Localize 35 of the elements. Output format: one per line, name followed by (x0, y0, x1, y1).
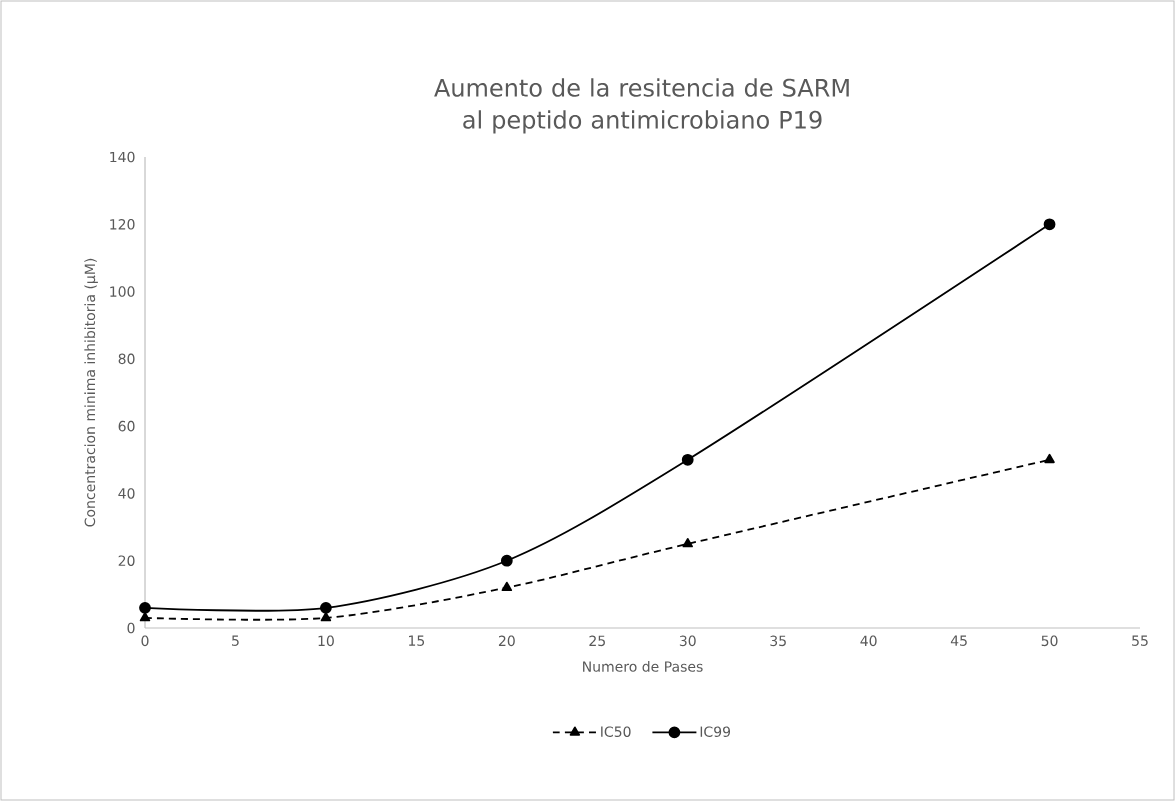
x-tick-label: 5 (232, 635, 239, 646)
y-axis-title: Concentracion minima inhibitoria (µM) (84, 258, 98, 527)
point (500, 554, 513, 567)
y-tick-label: 80 (118, 353, 135, 365)
x-tick-label: 40 (860, 635, 877, 647)
x-tick-label: 25 (589, 635, 605, 647)
y-tick-label: 0 (127, 622, 135, 634)
x-axis-title: Numero de Pases (583, 660, 703, 672)
point (1043, 218, 1056, 231)
point (681, 453, 694, 466)
point (501, 581, 513, 592)
x-tick-label: 45 (950, 635, 967, 646)
point (320, 601, 332, 614)
x-tick-label: 35 (770, 635, 786, 647)
y-tick-label: 60 (118, 420, 135, 432)
chart-title: Aumento de la resitencia de SARM al peptido antimicrobiano P19 (434, 78, 849, 134)
point (139, 612, 151, 622)
legend-label: IC99 (700, 726, 731, 737)
point (139, 601, 151, 614)
point (320, 612, 332, 622)
x-tick-label: 0 (141, 635, 149, 647)
x-tick-label: 15 (409, 635, 425, 646)
point (1044, 453, 1055, 464)
x-tick-label: 10 (318, 635, 334, 647)
x-tick-label: 20 (498, 635, 515, 647)
y-tick-label: 120 (110, 218, 135, 230)
y-tick-label: 100 (110, 286, 135, 297)
x-tick-label: 50 (1041, 635, 1058, 647)
legend-label: IC50 (601, 726, 631, 737)
y-tick-label: 20 (118, 555, 135, 567)
y-tick-label: 40 (118, 488, 135, 499)
y-tick-label: 140 (110, 151, 135, 163)
x-tick-label: 55 (1132, 635, 1148, 646)
point (682, 537, 693, 548)
x-tick-label: 30 (679, 635, 696, 647)
